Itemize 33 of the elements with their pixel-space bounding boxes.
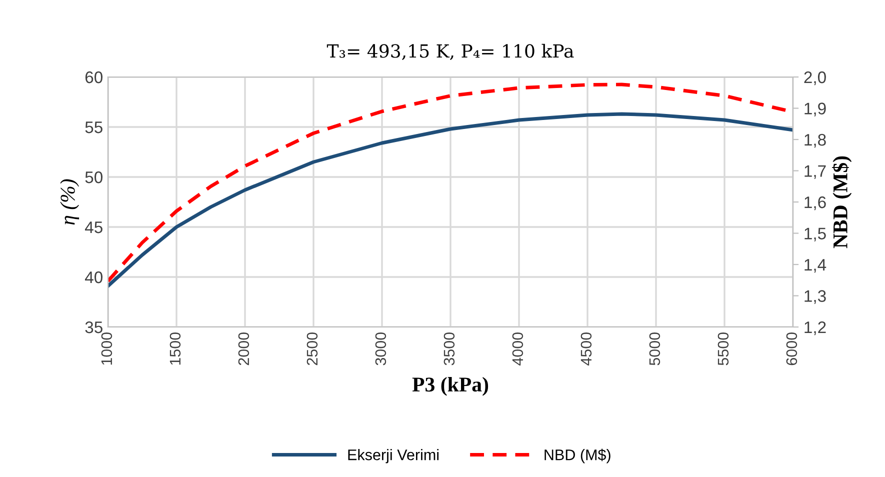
y2-tick-label: 1,7: [804, 165, 826, 179]
x-tick-label: 1500: [170, 332, 181, 365]
x-axis-title: P3 (kPa): [412, 376, 488, 396]
y-tick-label: 50: [85, 171, 102, 184]
y2-tick-label: 1,2: [804, 321, 826, 336]
line-series: [108, 112, 793, 288]
x-tick-label: 3500: [444, 332, 455, 366]
y2-axis-title: NBD (M$): [832, 156, 852, 248]
x-tick-label: 5500: [718, 332, 729, 366]
y2-tick-label: 1,8: [804, 134, 826, 148]
y2-tick-label: 2,0: [804, 71, 826, 86]
x-tick-label: 4000: [512, 332, 524, 366]
y-tick-label: 45: [84, 222, 102, 234]
legend-label: Ekserji Verimi: [348, 449, 439, 464]
x-tick-label: 3000: [375, 332, 386, 366]
legend-label: NBD (M$): [544, 448, 610, 464]
x-tick-label: 4500: [580, 332, 592, 366]
y-tick-label: 35: [85, 321, 102, 334]
y2-tick-label: 1,5: [804, 228, 826, 242]
x-tick-label: 2000: [238, 332, 250, 366]
y2-tick-label: 1,9: [804, 102, 826, 116]
x-tick-label: 6000: [786, 332, 798, 366]
x-tick-label: 2500: [306, 332, 318, 366]
x-tick-label: 1000: [101, 332, 112, 365]
y2-tick-label: 1,3: [804, 290, 826, 304]
x-tick-label: 5000: [649, 332, 660, 366]
y-axis-title: η (%): [60, 179, 80, 225]
y2-tick-label: 1,4: [804, 259, 826, 273]
y-tick-label: 60: [85, 71, 102, 84]
y2-tick-label: 1,6: [804, 196, 826, 210]
chart-title: T₃= 493,15 K, P₄= 110 kPa: [326, 44, 574, 60]
y-tick-label: 55: [85, 122, 102, 134]
y-tick-label: 40: [84, 271, 102, 284]
